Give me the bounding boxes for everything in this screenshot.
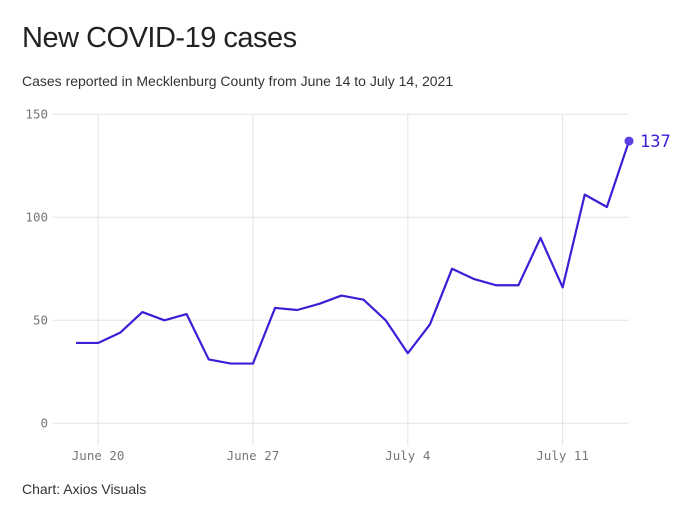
x-tick-label: July 4 <box>385 448 430 463</box>
end-point-marker <box>624 136 634 146</box>
y-tick-label: 50 <box>33 312 48 327</box>
y-tick-label: 0 <box>40 415 48 430</box>
series-line <box>76 140 631 365</box>
y-tick-label: 150 <box>25 106 48 121</box>
end-value-label: 137 <box>640 132 671 152</box>
x-tick-label: June 27 <box>227 448 280 463</box>
x-tick-label: June 20 <box>72 448 125 463</box>
chart-title: New COVID-19 cases <box>22 22 297 54</box>
chart-subtitle: Cases reported in Mecklenburg County fro… <box>22 73 454 89</box>
y-tick-label: 100 <box>25 209 48 224</box>
chart-source: Chart: Axios Visuals <box>22 481 147 497</box>
x-tick-label: July 11 <box>536 448 589 463</box>
